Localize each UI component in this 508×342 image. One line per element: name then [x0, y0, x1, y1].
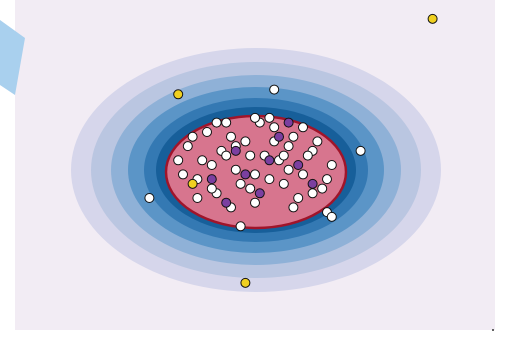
- point: [246, 184, 255, 193]
- point: [222, 151, 231, 160]
- point: [356, 146, 365, 155]
- point: [308, 189, 317, 198]
- point: [294, 194, 303, 203]
- point: [270, 85, 279, 94]
- point: [284, 142, 293, 151]
- point: [174, 90, 183, 99]
- point: [207, 161, 216, 170]
- point: [255, 189, 264, 198]
- point: [241, 170, 250, 179]
- point: [251, 170, 260, 179]
- point: [265, 156, 274, 165]
- point: [193, 194, 202, 203]
- point: [265, 175, 274, 184]
- dot: [492, 329, 494, 331]
- point: [299, 170, 308, 179]
- point: [203, 128, 212, 137]
- point: [212, 118, 221, 127]
- point: [183, 142, 192, 151]
- point: [279, 151, 288, 160]
- page: (() => { const data = JSON.parse(documen…: [0, 0, 508, 342]
- point: [236, 222, 245, 231]
- point: [207, 184, 216, 193]
- point: [289, 132, 298, 141]
- point: [294, 161, 303, 170]
- point: [251, 198, 260, 207]
- point: [145, 194, 154, 203]
- point: [179, 170, 188, 179]
- point: [222, 198, 231, 207]
- point: [284, 118, 293, 127]
- point: [289, 203, 298, 212]
- point: [207, 175, 216, 184]
- point: [198, 156, 207, 165]
- point: [323, 175, 332, 184]
- point: [231, 165, 240, 174]
- point: [428, 14, 437, 23]
- point: [246, 151, 255, 160]
- point: [227, 132, 236, 141]
- point: [188, 179, 197, 188]
- point: [327, 212, 336, 221]
- point: [188, 132, 197, 141]
- point: [251, 113, 260, 122]
- point: [241, 278, 250, 287]
- point: [231, 146, 240, 155]
- point: [279, 179, 288, 188]
- point: [327, 161, 336, 170]
- point: [270, 123, 279, 132]
- point: [222, 118, 231, 127]
- point: [236, 179, 245, 188]
- point: [303, 151, 312, 160]
- point: [265, 113, 274, 122]
- point: [308, 179, 317, 188]
- point: [241, 137, 250, 146]
- chart: [0, 0, 508, 342]
- point: [174, 156, 183, 165]
- point: [275, 132, 284, 141]
- point: [318, 184, 327, 193]
- point: [284, 165, 293, 174]
- point: [299, 123, 308, 132]
- point: [313, 137, 322, 146]
